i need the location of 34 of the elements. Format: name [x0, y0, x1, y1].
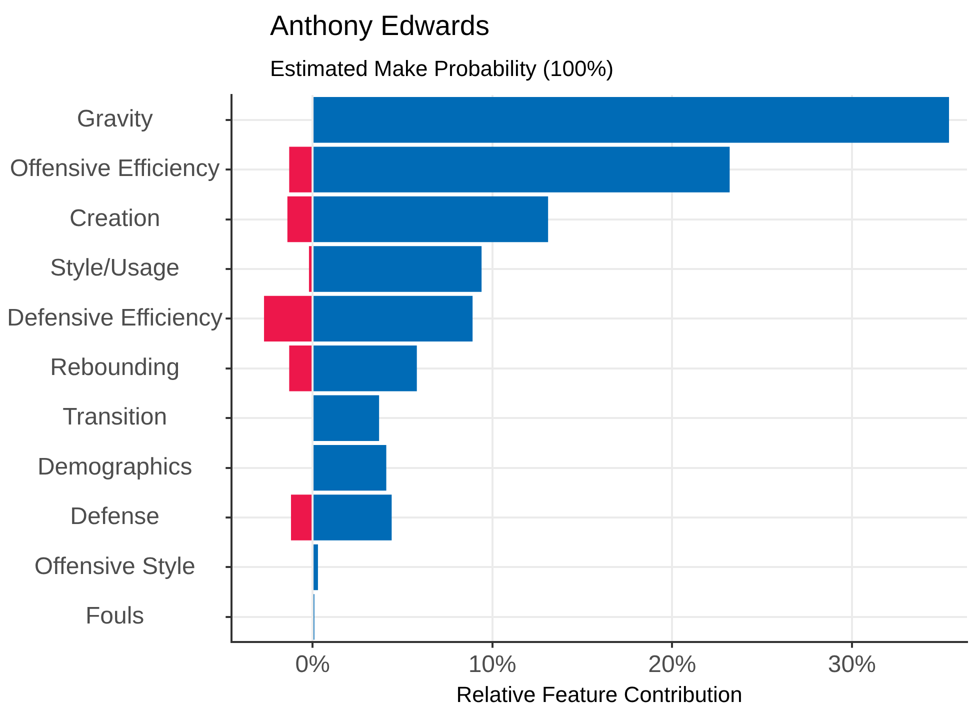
y-tick-label: Offensive Efficiency	[10, 155, 220, 182]
bar	[314, 346, 417, 392]
y-tick-label: Creation	[69, 204, 160, 232]
y-tick-label: Offensive Style	[34, 552, 196, 580]
x-tick-label: 0%	[295, 650, 330, 678]
chart-subtitle: Estimated Make Probability (100%)	[270, 56, 614, 82]
bar	[290, 494, 312, 540]
bar	[289, 146, 312, 192]
y-tick-label: Defense	[70, 503, 160, 530]
bar	[308, 246, 312, 292]
y-tick-label: Gravity	[76, 105, 153, 132]
bar	[314, 196, 548, 242]
bar	[314, 146, 730, 192]
chart-title: Anthony Edwards	[270, 10, 490, 42]
y-tick-label: Rebounding	[50, 354, 180, 382]
y-tick-label: Fouls	[85, 602, 144, 630]
bar	[314, 544, 318, 590]
bar	[289, 346, 312, 392]
x-tick-label: 20%	[648, 650, 696, 678]
y-tick-label: Defensive Efficiency	[6, 304, 223, 332]
y-tick-label: Demographics	[37, 453, 192, 480]
bar	[314, 96, 950, 143]
bar	[287, 196, 312, 242]
x-tick-label: 30%	[828, 650, 876, 678]
bar	[314, 494, 392, 540]
y-tick-label: Transition	[62, 404, 168, 431]
y-tick-label: Style/Usage	[50, 254, 180, 282]
x-tick-label: 10%	[468, 650, 516, 678]
x-axis-title: Relative Feature Contribution	[456, 682, 742, 707]
bar	[314, 444, 386, 491]
bar	[264, 296, 312, 342]
bar	[314, 395, 380, 441]
bar	[314, 246, 482, 292]
bar	[314, 296, 473, 342]
